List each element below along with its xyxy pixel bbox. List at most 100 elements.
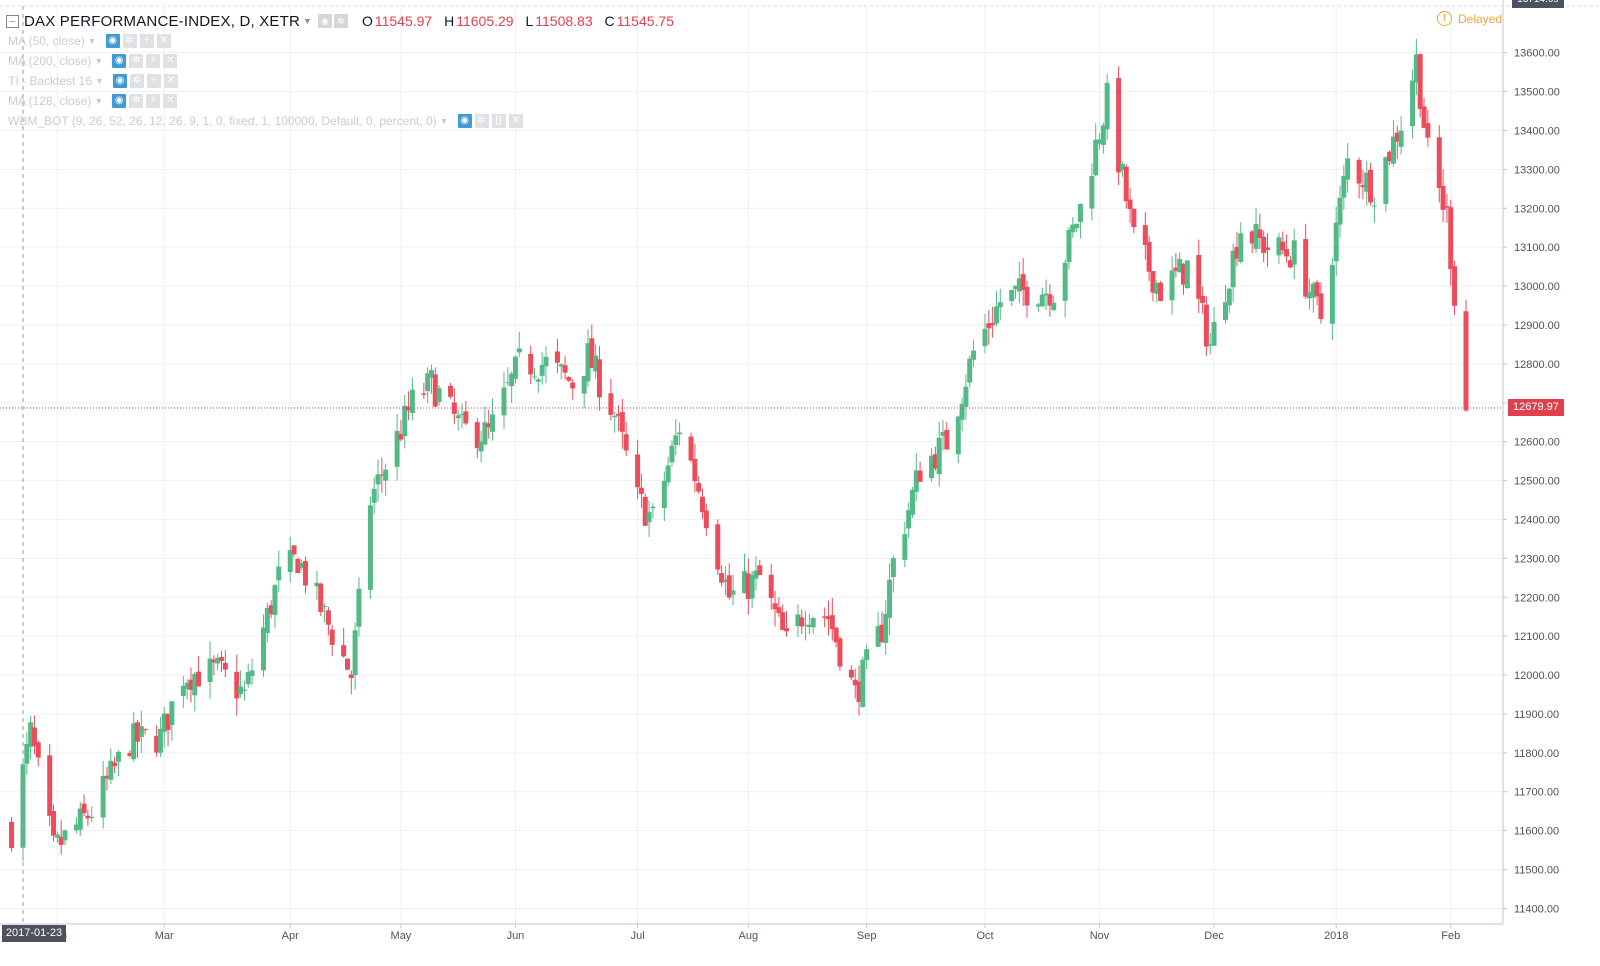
candle-body [299,563,305,568]
indicator-label[interactable]: MA (50, close) [8,34,85,48]
y-tick-label: 13400.00 [1514,125,1560,137]
candle-body [1009,289,1015,301]
indicator-label[interactable]: TI - Backtest 16 [8,74,93,88]
candle-body [963,386,969,407]
candle-body [165,713,171,730]
y-tick-label: 12300.00 [1514,553,1560,565]
gear-icon[interactable]: ✲ [474,114,489,128]
candle-body [215,657,221,664]
last-price-label: 12679.97 [1508,399,1564,416]
delayed-status[interactable]: ! Delayed [1437,11,1502,26]
eye-icon[interactable]: ◉ [317,14,332,28]
symbol-title[interactable]: DAX PERFORMANCE-INDEX, D, XETR [24,12,301,30]
candle-body [612,415,618,418]
candle-body [539,364,545,376]
price-axis[interactable]: 11400.00 11500.00 11600.00 11700.00 11800.00… [1503,48,1560,916]
candle-body [1234,246,1240,259]
candle-body [192,673,198,696]
candle-body [512,356,518,379]
plus-icon[interactable]: + [146,54,161,68]
candle-body [1020,274,1026,290]
indicator-row-wbm-bot[interactable]: WBM_BOT (9, 26, 52, 26, 12, 26, 9, 1, 0,… [6,111,674,131]
candle-body [1223,302,1228,320]
eye-icon[interactable]: ◉ [112,74,127,88]
candle-body [135,722,141,742]
candle-body [558,364,564,367]
candle-body [1291,240,1297,265]
candle-body [616,413,622,416]
candle-body [157,728,163,753]
chevron-down-icon[interactable]: ▼ [303,16,312,26]
candle-body [89,817,95,819]
collapse-icon[interactable]: – [6,14,19,28]
candle-body [486,423,492,428]
chevron-down-icon[interactable]: ▼ [94,56,104,66]
close-icon[interactable]: ✕ [163,74,178,88]
candle-body [1417,54,1423,110]
candle-body [108,760,114,780]
candle-body [451,402,457,414]
candle-body [1306,292,1312,299]
indicator-label[interactable]: MA (128, close) [8,94,92,108]
plus-icon[interactable]: + [146,94,161,108]
candle-body [1413,54,1419,83]
y-tick-label: 12800.00 [1514,359,1560,371]
y-tick-label: 12400.00 [1514,514,1560,526]
candle-body [509,373,515,387]
indicator-row-backtest[interactable]: TI - Backtest 16 ▼ ◉ ✲ + ✕ [6,71,674,91]
indicator-label[interactable]: WBM_BOT (9, 26, 52, 26, 12, 26, 9, 1, 0,… [8,114,437,128]
y-tick-label: 13500.00 [1514,87,1560,99]
candle-body [917,470,923,482]
gear-icon[interactable]: ✲ [333,14,348,28]
candle-body [425,373,431,392]
close-icon[interactable]: ✕ [508,114,523,128]
candle-body [428,370,434,378]
gear-icon[interactable]: ✲ [122,34,137,48]
chevron-down-icon[interactable]: ▼ [94,96,104,106]
chevron-down-icon[interactable]: ▼ [439,116,449,126]
eye-icon[interactable]: ◉ [112,94,127,108]
candle-body [1284,248,1290,257]
time-axis[interactable]: FebMarAprMayJunJulAugSepOctNovDec2018Feb [48,924,1460,942]
gear-icon[interactable]: ✲ [129,74,144,88]
candle-body [1341,175,1347,198]
candle-body [1181,263,1187,285]
candle-body [1127,199,1133,210]
plus-icon[interactable]: + [146,74,161,88]
candle-body [848,669,854,678]
plus-icon[interactable]: + [139,34,154,48]
eye-icon[interactable]: ◉ [105,34,120,48]
candle-body [1158,282,1164,301]
gear-icon[interactable]: ✲ [129,54,144,68]
close-icon[interactable]: ✕ [163,54,178,68]
chevron-down-icon[interactable]: ▼ [95,76,104,86]
chevron-down-icon[interactable]: ▼ [87,36,97,46]
open-value: 11545.97 [374,13,433,29]
indicator-row-ma128[interactable]: MA (128, close) ▼ ◉ ✲ + ✕ [6,91,674,111]
indicator-row-ma200[interactable]: MA (200, close) ▼ ◉ ✲ + ✕ [6,51,674,71]
candle-body [585,343,591,382]
candle-body [650,506,656,509]
close-icon[interactable]: ✕ [156,34,171,48]
indicator-label[interactable]: MA (200, close) [8,54,92,68]
x-tick-label: Aug [739,930,759,942]
eye-icon[interactable]: ◉ [457,114,472,128]
eye-icon[interactable]: ◉ [112,54,127,68]
candle-body [1142,225,1148,245]
braces-icon[interactable]: {} [491,114,506,128]
candle-body [566,377,572,381]
candle-body [1024,286,1030,306]
candle-body [837,638,843,667]
crosshair-price-label: 13714.69 [1512,0,1564,8]
candle-body [394,430,400,467]
candle-body [749,574,755,599]
candle-body [726,575,732,598]
gear-icon[interactable]: ✲ [129,94,144,108]
chart-grid [0,6,1503,924]
indicator-row-ma50[interactable]: MA (50, close) ▼ ◉ ✲ + ✕ [6,31,674,51]
symbol-row: – DAX PERFORMANCE-INDEX, D, XETR ▼ ◉ ✲ O… [6,11,674,31]
close-icon[interactable]: ✕ [163,94,178,108]
candle-body [1196,254,1202,299]
y-tick-label: 13100.00 [1514,242,1560,254]
